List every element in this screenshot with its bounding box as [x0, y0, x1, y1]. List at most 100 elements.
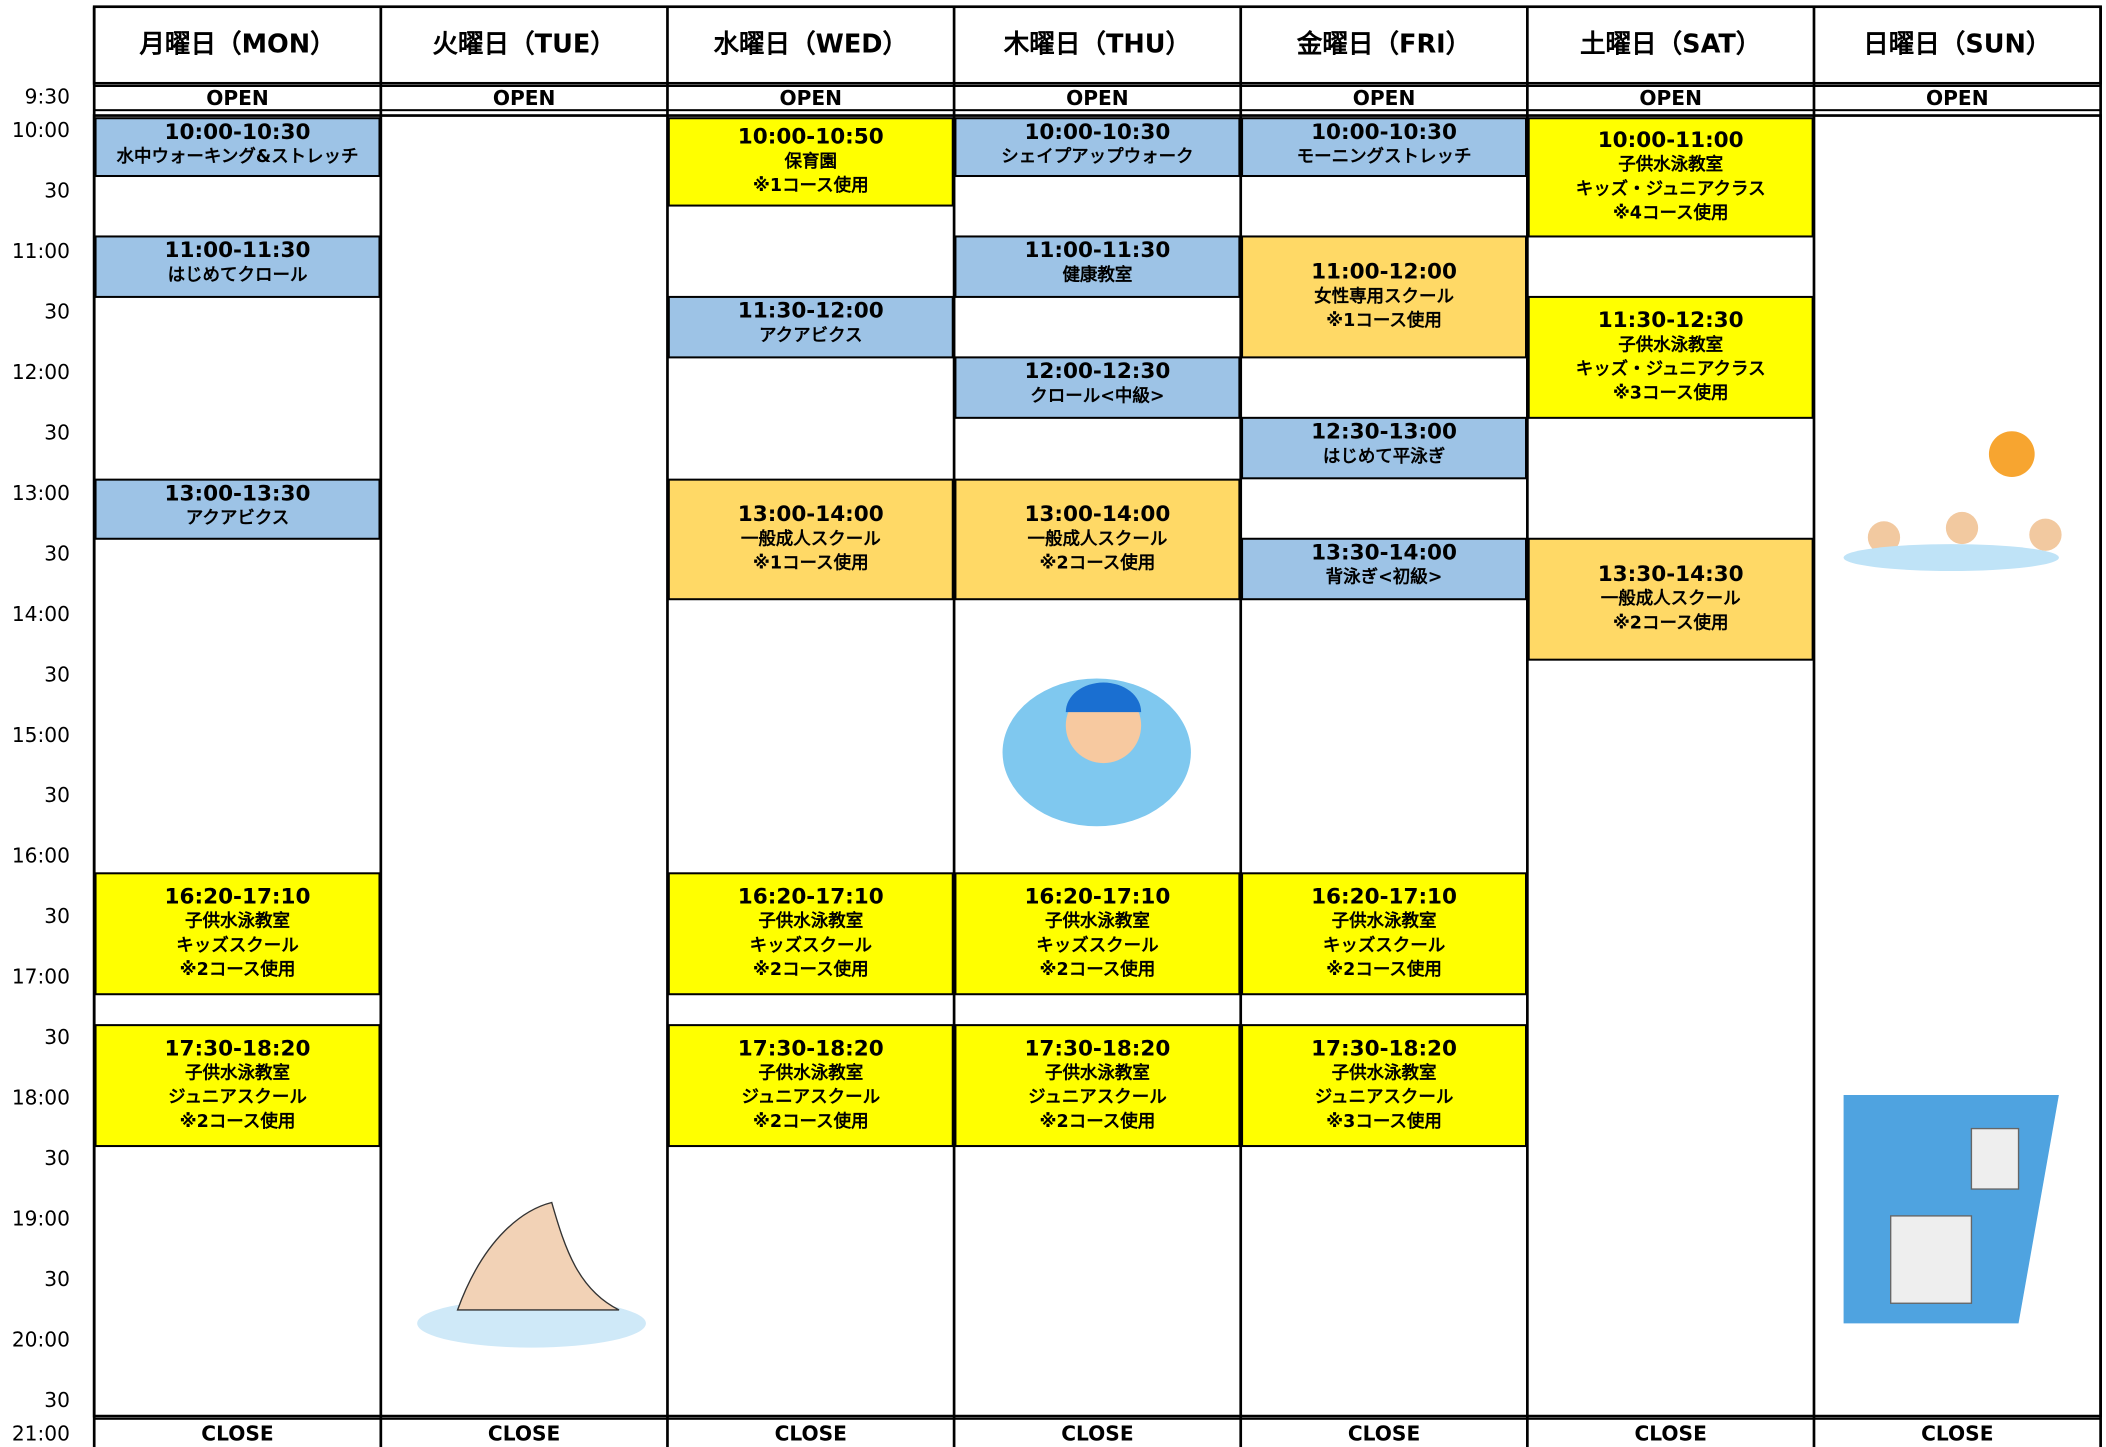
class-time: 17:30-18:20	[1024, 1036, 1170, 1061]
starting-block	[1970, 1127, 2020, 1190]
time-label: 15:00	[12, 723, 70, 747]
class-line: モーニングストレッチ	[1297, 146, 1472, 167]
close-label: CLOSE	[1921, 1421, 1993, 1445]
day-header: 金曜日（FRI）	[1296, 30, 1471, 60]
class-time: 17:30-18:20	[1311, 1036, 1457, 1061]
class-line: ※2コース使用	[1040, 1111, 1156, 1132]
class-line: ※2コース使用	[1326, 959, 1442, 980]
sun-illustration	[1988, 431, 2035, 477]
open-label: OPEN	[1353, 86, 1416, 110]
class-line: 子供水泳教室	[1618, 334, 1723, 355]
class-cell	[954, 478, 1241, 601]
class-line: 子供水泳教室	[185, 1063, 290, 1084]
class-time: 10:00-10:30	[1024, 120, 1170, 145]
open-label: OPEN	[493, 86, 556, 110]
class-time: 13:30-14:00	[1311, 541, 1457, 566]
class-block: 13:00-13:30 アクアビクス	[94, 478, 381, 540]
class-line: キッズスクール	[1036, 935, 1159, 956]
time-label: 30	[44, 541, 70, 565]
class-line: ※3コース使用	[1326, 1111, 1442, 1132]
class-time: 11:00-12:00	[1311, 260, 1457, 285]
time-label: 21:00	[12, 1421, 70, 1445]
time-label: 30	[44, 1388, 70, 1412]
class-cell	[1241, 235, 1528, 359]
class-line: キッズスクール	[176, 935, 299, 956]
class-cell	[1241, 117, 1528, 178]
time-label: 16:00	[12, 844, 70, 868]
class-cell	[1241, 1024, 1528, 1148]
class-cell	[94, 1024, 381, 1148]
class-time: 10:00-10:30	[165, 120, 311, 145]
time-label: 30	[44, 904, 70, 928]
time-label: 30	[44, 1025, 70, 1049]
class-line: 一般成人スクール	[1027, 528, 1167, 549]
class-time: 16:20-17:10	[1311, 884, 1457, 909]
close-label: CLOSE	[1348, 1421, 1420, 1445]
class-time: 17:30-18:20	[165, 1036, 311, 1061]
class-time: 16:20-17:10	[738, 884, 884, 909]
class-line: ジュニアスクール	[741, 1088, 880, 1108]
class-time: 16:20-17:10	[165, 884, 311, 909]
time-label: 10:00	[12, 118, 70, 142]
class-time: 17:30-18:20	[738, 1036, 884, 1061]
time-label: 30	[44, 1267, 70, 1291]
time-label: 30	[44, 300, 70, 324]
class-line: 水中ウォーキング&ストレッチ	[117, 146, 359, 167]
class-cell	[954, 356, 1241, 419]
class-line: 子供水泳教室	[1332, 1063, 1437, 1084]
day-header: 日曜日（SUN）	[1863, 30, 2051, 60]
class-line: 子供水泳教室	[1332, 911, 1437, 932]
close-label: CLOSE	[488, 1421, 560, 1445]
starting-block	[1890, 1215, 1973, 1304]
class-line: ジュニアスクール	[168, 1088, 307, 1108]
swimmer-illustration	[417, 1299, 646, 1348]
class-line: キッズスクール	[750, 935, 873, 956]
class-time: 10:00-11:00	[1598, 128, 1744, 153]
class-line: 子供水泳教室	[1618, 154, 1723, 175]
kid-illustration	[2029, 518, 2062, 551]
class-time: 13:00-14:00	[738, 502, 884, 527]
class-line: 子供水泳教室	[1045, 1063, 1150, 1084]
class-line: ※1コース使用	[753, 175, 869, 196]
time-label: 9:30	[25, 85, 70, 109]
open-label: OPEN	[1926, 86, 1989, 110]
time-label: 11:00	[12, 239, 70, 263]
close-label: CLOSE	[1634, 1421, 1706, 1445]
class-line: アクアビクス	[759, 326, 863, 346]
class-cell	[667, 872, 954, 996]
class-line: ※2コース使用	[1040, 959, 1156, 980]
class-time: 11:30-12:00	[738, 299, 884, 324]
class-time: 11:00-11:30	[165, 238, 311, 263]
class-line: 女性専用スクール	[1314, 286, 1454, 307]
class-line: ※1コース使用	[753, 553, 869, 574]
time-label: 30	[44, 179, 70, 203]
class-line: シェイプアップウォーク	[1001, 146, 1193, 167]
class-cell	[954, 872, 1241, 996]
day-header: 火曜日（TUE）	[432, 30, 615, 60]
time-label: 17:00	[12, 965, 70, 989]
class-line: クロール<中級>	[1030, 385, 1164, 406]
class-cell	[1527, 117, 1814, 238]
class-cell	[94, 872, 381, 996]
open-label: OPEN	[206, 86, 269, 110]
class-line: ※2コース使用	[1613, 612, 1729, 633]
time-label: 13:00	[12, 481, 70, 505]
day-header: 土曜日（SAT）	[1580, 30, 1761, 60]
close-label: CLOSE	[201, 1421, 273, 1445]
